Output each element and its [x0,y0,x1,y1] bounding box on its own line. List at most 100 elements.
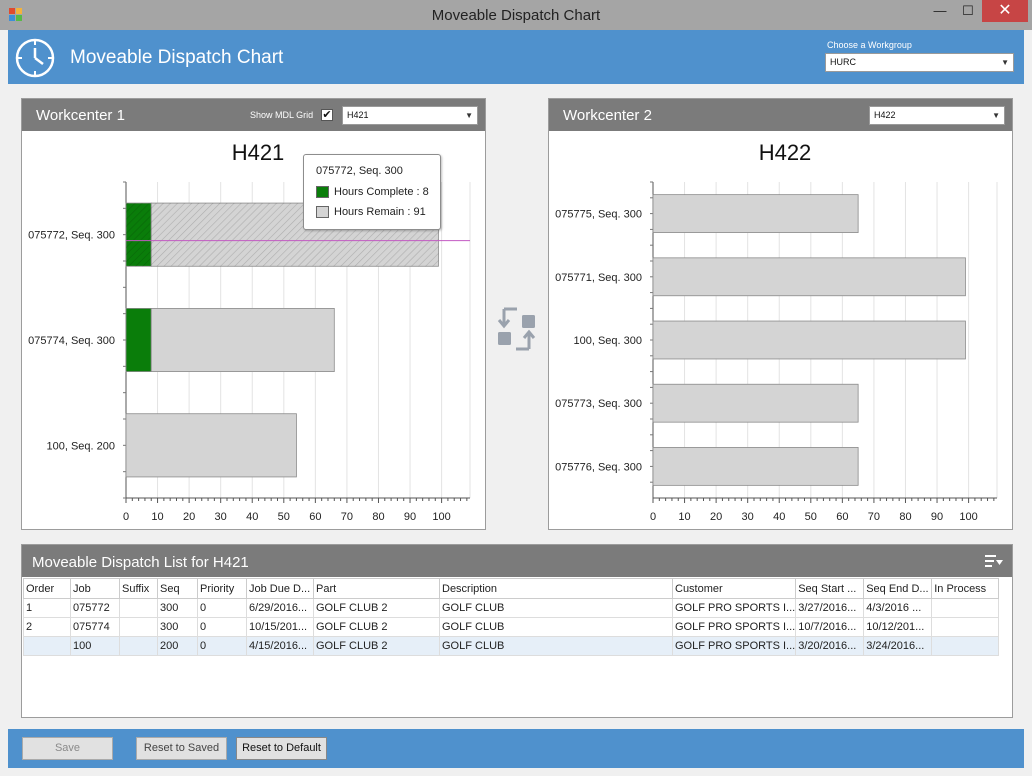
column-header[interactable]: Job [70,578,120,599]
hours-complete-bar[interactable] [125,307,152,372]
table-cell: GOLF CLUB [439,598,673,618]
column-header[interactable]: Part [313,578,440,599]
x-tick-label: 80 [372,511,384,523]
y-category-label: 100, Seq. 200 [46,440,115,452]
table-cell: 075772 [70,598,120,618]
x-tick-label: 60 [309,511,321,523]
table-row[interactable]: 100 200 0 4/15/2016... GOLF CLUB 2 GOLF CLUB G… [23,636,1000,656]
x-tick-label: 0 [123,511,129,523]
table-cell: 100 [70,636,120,656]
table-cell [931,617,1000,637]
chart-title: H422 [759,140,812,165]
table-row[interactable]: 2 075774 300 0 10/15/201... GOLF CLUB 2 GOLF C… [23,617,1000,637]
filter-menu-icon[interactable] [985,554,1003,568]
x-tick-label: 60 [836,511,848,523]
column-header[interactable]: Seq End D... [863,578,933,599]
selected-hatch [126,203,152,267]
hours-remain-bar[interactable] [125,413,297,478]
workcenter1-select-value: H421 [347,110,369,120]
workcenter2-header: Workcenter 2 H422 ▼ [549,99,1012,131]
hours-remain-swatch [316,206,329,218]
chevron-down-icon: ▼ [465,111,473,120]
table-cell [119,617,158,637]
save-button[interactable]: Save [22,737,113,760]
hours-remain-bar[interactable] [652,447,859,486]
table-header-row: Order Job Suffix Seq Priority Job Due D... Par… [23,578,1000,599]
swap-icon[interactable] [495,305,539,353]
reset-to-default-button[interactable]: Reset to Default [236,737,327,760]
table-cell: GOLF CLUB 2 [313,598,440,618]
table-cell: 075774 [70,617,120,637]
table-cell: 4/15/2016... [246,636,314,656]
table-cell: GOLF CLUB 2 [313,617,440,637]
table-cell [119,636,158,656]
workcenter2-select-value: H422 [874,110,896,120]
table-cell: 300 [157,598,198,618]
workgroup-label: Choose a Workgroup [827,40,912,50]
tooltip-hours-remain: Hours Remain : 91 [334,206,426,218]
hours-remain-bar[interactable] [652,383,859,423]
table-cell: 0 [197,617,247,637]
tooltip-title: 075772, Seq. 300 [316,165,403,177]
column-header[interactable]: Job Due D... [246,578,314,599]
table-cell: 1 [23,598,71,618]
x-tick-label: 20 [710,511,722,523]
table-cell: 6/29/2016... [246,598,314,618]
hours-remain-bar[interactable] [652,194,859,233]
hours-remain-bar[interactable] [652,257,966,297]
workgroup-select[interactable]: HURC ▼ [825,53,1014,72]
hours-remain-bar[interactable] [652,320,966,360]
x-tick-label: 0 [650,511,656,523]
page-title: Moveable Dispatch Chart [70,47,284,68]
reset-to-saved-button[interactable]: Reset to Saved [136,737,227,760]
chart-tooltip: 075772, Seq. 300 Hours Complete : 8 Hour… [303,154,441,230]
hours-remain-bar[interactable] [150,307,335,372]
column-header[interactable]: In Process [931,578,1000,599]
chevron-down-icon: ▼ [1001,58,1009,67]
workcenter1-select[interactable]: H421 ▼ [342,106,478,125]
table-cell [119,598,158,618]
column-header[interactable]: Seq [157,578,198,599]
maximize-button[interactable]: ☐ [962,3,974,18]
column-header[interactable]: Suffix [119,578,158,599]
minimize-button[interactable]: — [933,3,947,18]
title-bar: Moveable Dispatch Chart — ☐ ✕ [0,0,1032,30]
chevron-down-icon: ▼ [992,111,1000,120]
y-category-label: 100, Seq. 300 [573,335,642,347]
column-header[interactable]: Customer [671,578,797,599]
dispatch-table: Order Job Suffix Seq Priority Job Due D... Par… [23,578,1000,656]
x-tick-label: 50 [278,511,290,523]
window-title: Moveable Dispatch Chart [431,7,601,24]
app-header: Moveable Dispatch Chart Choose a Workgro… [8,30,1024,84]
workcenter2-chart[interactable]: H422 0 10 20 30 40 50 60 70 80 90 100 075775, Seq. 3… [549,132,1012,529]
column-header[interactable]: Seq Start ... [795,578,865,599]
table-row[interactable]: 1 075772 300 0 6/29/2016... GOLF CLUB 2 GOLF C… [23,598,1000,618]
column-header[interactable]: Description [439,578,673,599]
workgroup-value: HURC [830,57,856,67]
workcenter2-select[interactable]: H422 ▼ [869,106,1005,125]
table-cell: GOLF PRO SPORTS I... [671,636,797,656]
workcenter2-title: Workcenter 2 [563,107,652,124]
column-header[interactable]: Priority [197,578,247,599]
table-cell: 0 [197,636,247,656]
y-category-label: 075771, Seq. 300 [555,272,642,284]
x-tick-label: 40 [773,511,785,523]
table-cell: 10/12/201... [863,617,933,637]
y-category-label: 075775, Seq. 300 [555,209,642,221]
x-tick-label: 100 [432,511,450,523]
table-cell: GOLF CLUB 2 [313,636,440,656]
table-cell: 0 [197,598,247,618]
close-button[interactable]: ✕ [982,0,1028,22]
workcenter2-panel: Workcenter 2 H422 ▼ H422 0 10 20 30 40 50 60 70 8… [548,98,1013,530]
workcenter1-header: Workcenter 1 Show MDL Grid ✔ H421 ▼ [22,99,485,131]
table-cell: 3/27/2016... [795,598,865,618]
chart-title: H421 [232,140,285,165]
table-cell: 3/24/2016... [863,636,933,656]
mdl-grid-checkbox[interactable]: ✔ [321,109,333,121]
column-header[interactable]: Order [23,578,71,599]
app-icon [9,8,23,22]
y-category-label: 075774, Seq. 300 [28,335,115,347]
footer-bar: Save Reset to Saved Reset to Default [8,729,1024,768]
y-category-label: 075776, Seq. 300 [555,461,642,473]
table-cell: 10/7/2016... [795,617,865,637]
